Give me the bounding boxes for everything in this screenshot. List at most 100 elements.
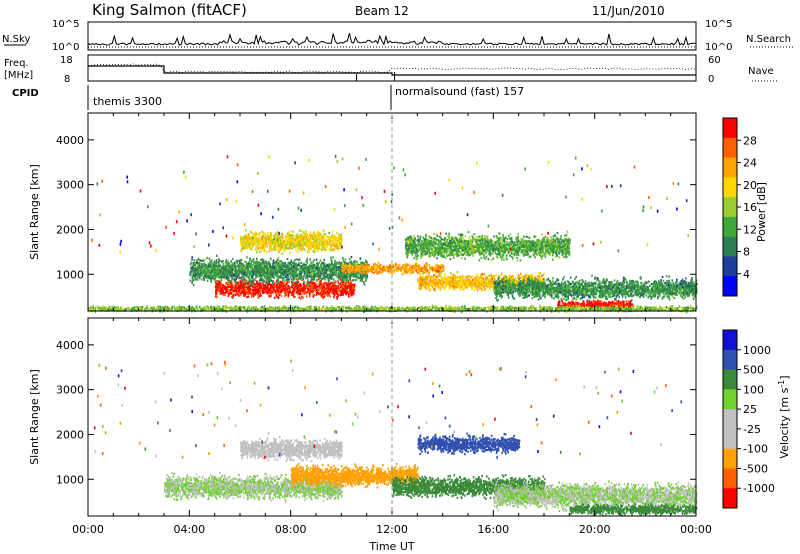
echo-cell (305, 244, 308, 247)
echo-cell (278, 241, 281, 244)
echo-cell (351, 266, 354, 269)
echo-cell (222, 288, 224, 291)
echo-cell (350, 289, 353, 292)
echo-cell (291, 285, 294, 289)
echo-cell (280, 286, 283, 289)
echo-cell (261, 260, 264, 263)
echo-cell (316, 230, 319, 233)
echo-cell (338, 261, 341, 264)
echo-cell (225, 286, 228, 289)
echo-cell (298, 229, 301, 232)
echo-cell (315, 272, 317, 275)
echo-cell (244, 278, 247, 281)
echo-cell (336, 297, 338, 300)
echo-cell (247, 286, 249, 289)
echo-cell (313, 271, 315, 274)
echo-cell (266, 285, 269, 288)
echo-cell (271, 281, 274, 284)
echo-cell (331, 266, 334, 269)
echo-cell (342, 282, 344, 285)
echo-cell (397, 269, 400, 272)
echo-cell (247, 273, 250, 276)
echo-cell (236, 265, 239, 268)
echo-cell (325, 270, 328, 273)
echo-cell (320, 288, 323, 291)
echo-cell (318, 280, 321, 283)
echo-cell (327, 288, 330, 291)
echo-cell (243, 291, 246, 294)
echo-cell (342, 281, 344, 284)
echo-cell (292, 278, 295, 281)
echo-cell (273, 235, 276, 238)
echo-cell (242, 263, 244, 266)
echo-cell (275, 294, 278, 297)
echo-cell (259, 274, 262, 277)
cpid-panel: CPID themis 3300 normalsound (fast) 157 (12, 85, 524, 110)
echo-cell (201, 273, 203, 276)
echo-cell (245, 264, 248, 267)
echo-cell (350, 280, 352, 283)
echo-cell (375, 270, 377, 273)
echo-cell (300, 244, 303, 247)
echo-cell (246, 256, 248, 259)
nsearch-label: N.Search (746, 34, 791, 45)
echo-cell (268, 238, 270, 241)
echo-cell (301, 290, 304, 293)
echo-cell (240, 288, 243, 291)
echo-cell (194, 278, 196, 281)
echo-cell (204, 266, 207, 269)
echo-cell (322, 285, 325, 288)
echo-cell (349, 285, 352, 288)
echo-cell (294, 286, 297, 290)
echo-cell (192, 283, 195, 287)
echo-cell (278, 266, 280, 269)
echo-cell (285, 283, 288, 286)
echo-cell (227, 294, 230, 297)
echo-cell (255, 244, 257, 248)
echo-cell (286, 265, 289, 268)
echo-cell (279, 284, 282, 287)
echo-cell (324, 232, 326, 236)
echo-cell (253, 264, 256, 268)
echo-cell (247, 267, 249, 270)
echo-cell (389, 264, 391, 267)
echo-cell (255, 239, 257, 242)
echo-cell (306, 250, 309, 253)
echo-cell (213, 265, 215, 268)
echo-cell (409, 264, 411, 267)
echo-cell (331, 263, 334, 266)
echo-cell (243, 290, 245, 293)
echo-cell (223, 265, 226, 268)
echo-cell (305, 284, 308, 287)
echo-cell (428, 272, 430, 275)
echo-cell (219, 275, 222, 278)
echo-cell (285, 285, 288, 288)
echo-cell (265, 287, 268, 290)
echo-cell (311, 289, 313, 292)
echo-cell (340, 234, 342, 237)
echo-cell (268, 250, 271, 253)
echo-cell (344, 271, 347, 275)
echo-cell (252, 284, 255, 287)
echo-cell (312, 293, 315, 296)
beam-title: Beam 12 (355, 4, 409, 18)
echo-cell (198, 269, 201, 272)
echo-cell (254, 289, 257, 292)
echo-cell (336, 296, 338, 299)
echo-cell (290, 293, 293, 297)
echo-cell (215, 259, 218, 262)
echo-cell (295, 280, 298, 283)
echo-cell (338, 274, 340, 277)
echo-cell (267, 283, 269, 287)
echo-cell (344, 261, 346, 264)
echo-cell (331, 230, 334, 233)
echo-cell (334, 263, 337, 266)
echo-cell (282, 279, 284, 282)
echo-cell (304, 271, 306, 274)
cpid-program-1: normalsound (fast) 157 (395, 85, 524, 98)
echo-cell (197, 258, 200, 261)
echo-cell (429, 267, 431, 270)
echo-cell (343, 286, 346, 289)
echo-cell (354, 279, 356, 282)
echo-cell (238, 277, 241, 280)
